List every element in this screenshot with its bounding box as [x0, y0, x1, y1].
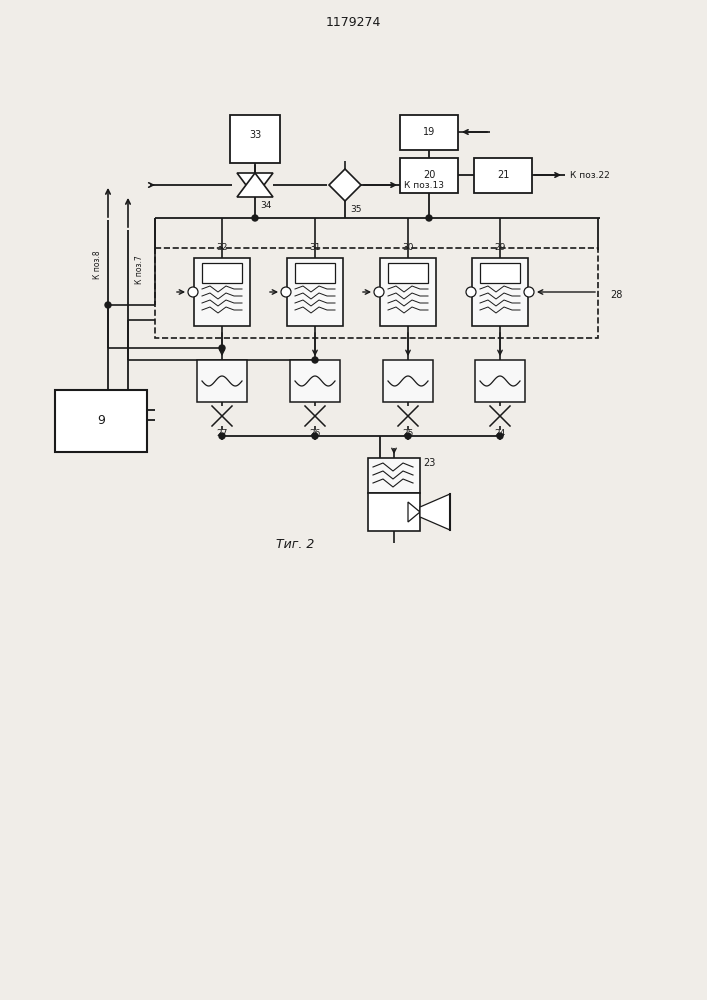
Text: 24: 24 — [494, 430, 506, 438]
Circle shape — [252, 215, 258, 221]
Text: К поз.7: К поз.7 — [136, 256, 144, 284]
Circle shape — [281, 287, 291, 297]
Text: 25: 25 — [402, 430, 414, 438]
Circle shape — [466, 287, 476, 297]
Text: К поз.22: К поз.22 — [570, 170, 609, 180]
Text: Τиг. 2: Τиг. 2 — [276, 538, 314, 552]
Bar — [380, 258, 436, 326]
Bar — [194, 258, 250, 326]
Circle shape — [524, 287, 534, 297]
Text: 28: 28 — [610, 290, 622, 300]
Bar — [202, 263, 242, 283]
Text: 35: 35 — [350, 205, 361, 214]
Bar — [155, 248, 598, 338]
Text: 30: 30 — [402, 243, 414, 252]
Text: К поз.8: К поз.8 — [93, 251, 103, 279]
Circle shape — [105, 302, 111, 308]
Bar — [368, 493, 420, 531]
Bar — [475, 360, 525, 402]
Circle shape — [312, 357, 318, 363]
Bar — [388, 263, 428, 283]
Polygon shape — [237, 173, 273, 197]
Text: 27: 27 — [216, 430, 228, 438]
Polygon shape — [408, 502, 420, 522]
Polygon shape — [420, 494, 450, 530]
Circle shape — [405, 433, 411, 439]
Bar — [472, 258, 528, 326]
Bar — [383, 360, 433, 402]
Bar — [287, 258, 343, 326]
Polygon shape — [329, 169, 361, 201]
Text: 19: 19 — [423, 127, 435, 137]
Circle shape — [374, 287, 384, 297]
Text: 33: 33 — [249, 130, 261, 140]
Text: 26: 26 — [309, 430, 321, 438]
Bar — [290, 360, 340, 402]
Text: 32: 32 — [216, 243, 228, 252]
Bar — [55, 390, 147, 452]
Text: 20: 20 — [423, 170, 436, 180]
Text: 9: 9 — [97, 414, 105, 428]
Polygon shape — [237, 173, 273, 197]
Bar — [400, 158, 458, 193]
Text: 1179274: 1179274 — [325, 15, 380, 28]
Circle shape — [219, 345, 225, 351]
Circle shape — [312, 433, 318, 439]
Text: 31: 31 — [309, 243, 321, 252]
Bar — [400, 115, 458, 150]
Text: 23: 23 — [423, 458, 436, 468]
Bar — [474, 158, 532, 193]
Bar — [230, 115, 280, 163]
Bar — [197, 360, 247, 402]
Circle shape — [188, 287, 198, 297]
Bar — [368, 458, 420, 493]
Text: 21: 21 — [497, 170, 509, 180]
Text: 29: 29 — [494, 243, 506, 252]
Circle shape — [426, 215, 432, 221]
Circle shape — [219, 433, 225, 439]
Text: К поз.13: К поз.13 — [404, 180, 444, 190]
Circle shape — [497, 433, 503, 439]
Bar — [480, 263, 520, 283]
Bar — [295, 263, 335, 283]
Text: 34: 34 — [260, 200, 271, 210]
